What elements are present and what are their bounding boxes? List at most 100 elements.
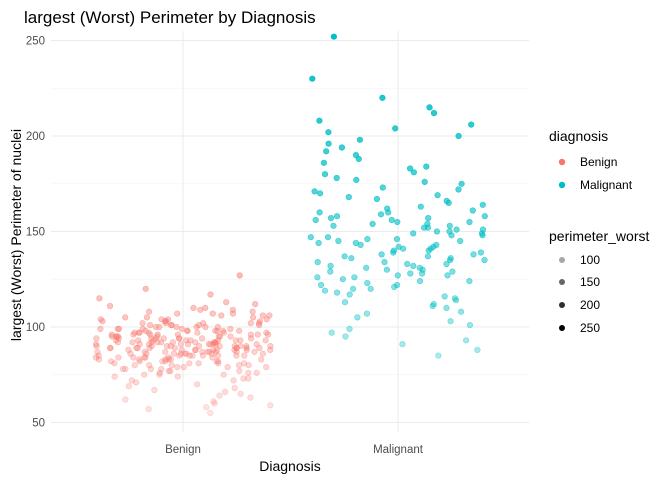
data-point: [158, 316, 165, 323]
data-point: [227, 333, 234, 340]
data-point: [139, 320, 146, 327]
data-point: [177, 350, 184, 357]
data-point: [430, 109, 438, 117]
chart-title: largest (Worst) Perimeter by Diagnosis: [24, 8, 316, 27]
data-point: [243, 346, 250, 354]
data-point: [426, 104, 433, 111]
data-point: [251, 348, 258, 355]
data-point: [231, 385, 238, 392]
data-point: [424, 220, 431, 227]
data-point: [96, 295, 103, 302]
data-point: [447, 255, 454, 262]
data-point: [394, 281, 401, 289]
data-point: [320, 159, 328, 166]
data-point: [134, 344, 141, 352]
data-point: [130, 331, 137, 338]
data-point: [212, 341, 219, 348]
data-point: [230, 377, 237, 384]
data-point: [195, 322, 202, 329]
data-point: [142, 327, 149, 334]
data-point: [170, 350, 178, 357]
data-point: [351, 274, 358, 281]
data-point: [394, 218, 401, 226]
data-point: [167, 367, 174, 375]
data-point: [245, 369, 252, 376]
data-point: [192, 346, 199, 354]
data-point: [189, 352, 196, 359]
data-point: [457, 237, 464, 245]
data-point: [130, 354, 137, 361]
data-point: [367, 285, 374, 292]
data-point: [233, 352, 240, 359]
data-point: [215, 333, 222, 340]
data-point: [441, 293, 448, 300]
data-point: [119, 365, 126, 373]
data-point: [443, 304, 450, 312]
data-point: [215, 360, 222, 367]
data-point: [128, 377, 135, 384]
x-tick-label: Malignant: [373, 444, 424, 456]
data-point: [200, 320, 207, 327]
data-point: [151, 386, 158, 394]
data-point: [215, 352, 222, 359]
data-point: [229, 306, 236, 313]
data-point: [171, 344, 178, 352]
data-point: [92, 341, 100, 348]
data-point: [94, 348, 101, 355]
data-point: [317, 190, 324, 197]
data-point: [259, 350, 267, 357]
data-point: [328, 329, 335, 336]
data-point: [416, 278, 424, 285]
data-point: [254, 331, 261, 338]
data-point: [265, 331, 272, 338]
legend-label-200: 200: [580, 298, 600, 312]
data-point: [108, 358, 115, 365]
data-point: [156, 369, 163, 376]
data-point: [174, 331, 181, 338]
data-point: [146, 308, 153, 315]
legend-key-benign: [558, 158, 566, 166]
data-point: [111, 373, 118, 380]
data-point: [458, 180, 465, 187]
data-point: [455, 132, 462, 140]
data-point: [317, 281, 325, 289]
data-point: [247, 320, 254, 327]
y-tick-label: 100: [26, 322, 45, 334]
data-point: [210, 341, 217, 348]
data-point: [243, 343, 250, 350]
data-point: [141, 348, 148, 355]
data-point: [202, 323, 209, 331]
data-point: [378, 251, 385, 258]
data-point: [353, 176, 360, 183]
legend-label-250: 250: [580, 321, 600, 335]
data-point: [142, 285, 149, 292]
data-point: [154, 333, 161, 340]
data-point: [240, 375, 247, 382]
data-point: [451, 295, 459, 302]
data-point: [364, 280, 371, 287]
data-point: [417, 203, 424, 210]
data-point: [212, 339, 219, 346]
data-point: [145, 406, 152, 413]
data-point: [379, 94, 386, 101]
legend-diagnosis: diagnosis Benign Malignant: [549, 128, 633, 192]
data-point: [180, 364, 187, 371]
data-point: [112, 337, 119, 344]
data-point: [346, 325, 353, 333]
data-point: [237, 343, 244, 350]
data-point: [312, 216, 319, 224]
data-point: [146, 362, 153, 369]
data-point: [178, 325, 185, 333]
data-point: [202, 304, 209, 312]
data-point: [99, 318, 106, 325]
data-point: [168, 322, 175, 329]
data-point: [176, 335, 183, 342]
data-point: [481, 257, 488, 264]
data-point: [379, 184, 386, 191]
data-point: [154, 331, 161, 338]
data-point: [325, 129, 332, 136]
data-point: [154, 339, 161, 346]
data-point: [203, 404, 210, 411]
